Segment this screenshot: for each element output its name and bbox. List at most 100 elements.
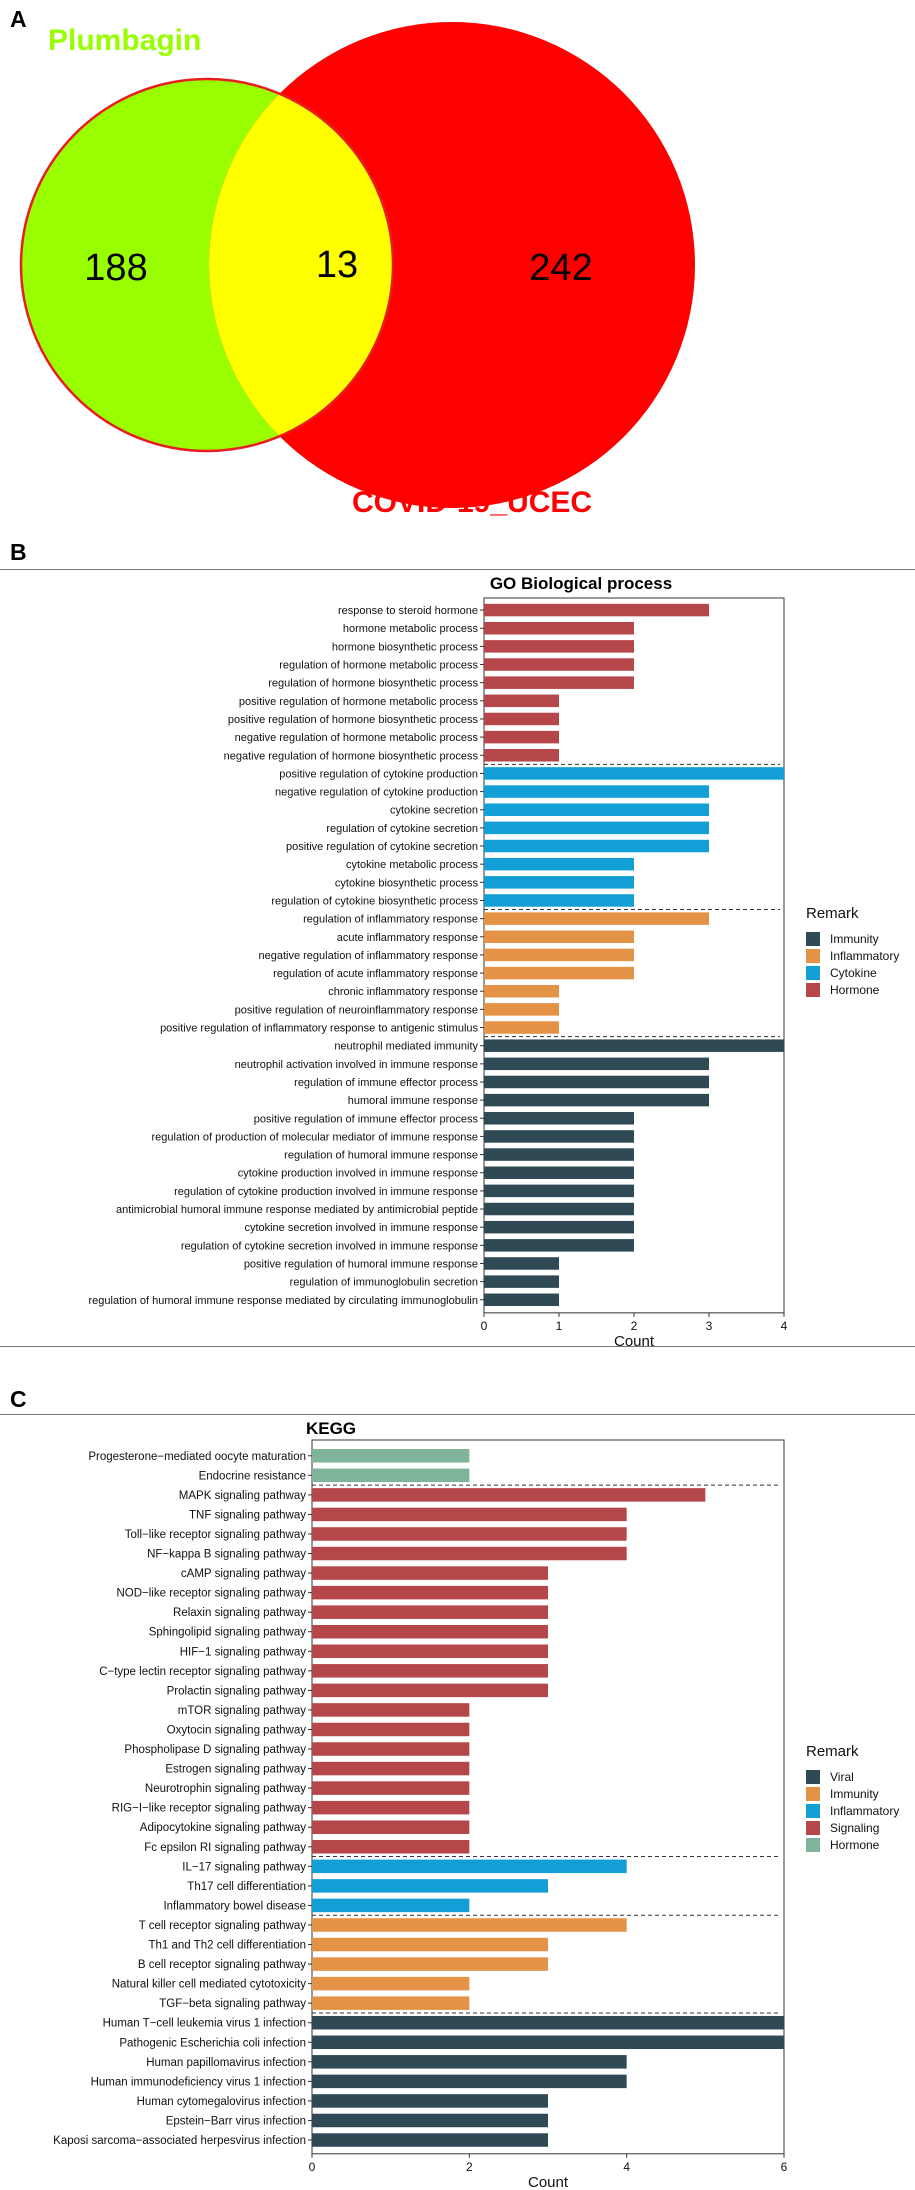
- bar: [312, 2035, 784, 2050]
- x-axis-label: Count: [614, 1333, 655, 1350]
- category-label: Relaxin signaling pathway: [173, 1607, 306, 1619]
- bar: [312, 2133, 548, 2147]
- bar: [484, 1239, 634, 1252]
- bar: [484, 1057, 709, 1071]
- bar: [484, 1148, 634, 1161]
- bar: [312, 1800, 470, 1815]
- legend-swatch: [806, 966, 820, 980]
- panel-a: A Plumbagin COVID-19_UCEC 188 13 242: [10, 6, 695, 519]
- bar: [312, 1898, 470, 1913]
- bar: [484, 658, 634, 671]
- bar: [312, 1664, 548, 1678]
- bar: [312, 1703, 470, 1717]
- bar: [312, 1879, 548, 1893]
- category-label: C−type lectin receptor signaling pathway: [99, 1666, 306, 1678]
- category-label: neutrophil activation involved in immune…: [235, 1059, 478, 1071]
- legend-swatch: [806, 949, 820, 963]
- bar: [484, 930, 634, 944]
- category-label: response to steroid hormone: [338, 605, 478, 617]
- category-label: humoral immune response: [348, 1095, 478, 1107]
- bar: [484, 1202, 634, 1216]
- bar: [312, 1820, 470, 1834]
- legend-swatch: [806, 983, 820, 997]
- bar: [484, 839, 709, 853]
- venn-count-intersection: 13: [316, 244, 358, 286]
- legend-swatch: [806, 1770, 820, 1784]
- category-label: T cell receptor signaling pathway: [139, 1920, 307, 1932]
- category-label: TNF signaling pathway: [189, 1509, 306, 1521]
- x-tick-label: 1: [556, 1319, 563, 1333]
- panel-c-label: C: [10, 1386, 27, 1412]
- bar: [484, 640, 634, 653]
- bar: [312, 1859, 627, 1874]
- bar: [484, 1093, 709, 1107]
- bar: [484, 1220, 634, 1234]
- bar: [484, 676, 634, 689]
- bar: [312, 2113, 548, 2128]
- bar: [484, 767, 784, 780]
- category-label: chronic inflammatory response: [328, 986, 478, 998]
- bar: [484, 730, 559, 744]
- x-tick-label: 2: [631, 1319, 638, 1333]
- category-label: regulation of cytokine production involv…: [174, 1186, 478, 1198]
- bar: [312, 1996, 470, 2010]
- bar: [484, 1293, 559, 1307]
- panel-a-label: A: [10, 6, 27, 32]
- bar: [312, 1937, 548, 1952]
- bar: [312, 1957, 548, 1971]
- legend-label: Inflammatory: [830, 1804, 899, 1818]
- category-label: neutrophil mediated immunity: [334, 1041, 478, 1053]
- venn-label-plumbagin: Plumbagin: [48, 24, 201, 57]
- x-tick-label: 0: [309, 2160, 316, 2174]
- category-label: positive regulation of cytokine secretio…: [286, 841, 478, 853]
- category-label: Toll−like receptor signaling pathway: [125, 1529, 306, 1541]
- category-label: regulation of immune effector process: [294, 1077, 478, 1089]
- bar: [312, 1449, 470, 1463]
- category-label: Prolactin signaling pathway: [167, 1685, 307, 1697]
- category-label: Natural killer cell mediated cytotoxicit…: [112, 1979, 307, 1991]
- kegg-chart-title: KEGG: [306, 1419, 356, 1438]
- bar: [484, 857, 634, 871]
- category-label: regulation of hormone metabolic process: [279, 660, 478, 672]
- category-label: negative regulation of inflammatory resp…: [258, 950, 478, 962]
- bar: [484, 984, 559, 998]
- bar: [312, 1683, 548, 1698]
- bar: [312, 1722, 470, 1737]
- legend-label: Inflammatory: [830, 949, 899, 963]
- category-label: regulation of immunoglobulin secretion: [290, 1277, 478, 1289]
- x-tick-label: 4: [623, 2160, 630, 2174]
- category-label: antimicrobial humoral immune response me…: [116, 1204, 478, 1216]
- bar: [484, 603, 709, 617]
- bar: [312, 1781, 470, 1795]
- bar: [312, 1761, 470, 1776]
- category-label: MAPK signaling pathway: [179, 1490, 306, 1502]
- category-label: hormone metabolic process: [343, 623, 479, 635]
- legend-swatch: [806, 932, 820, 946]
- category-label: Phospholipase D signaling pathway: [124, 1744, 306, 1756]
- x-tick-label: 6: [781, 2160, 788, 2174]
- category-label: positive regulation of immune effector p…: [254, 1113, 479, 1125]
- bar: [484, 1075, 709, 1089]
- bar: [484, 785, 709, 798]
- venn-count-covid: 242: [529, 247, 592, 289]
- bar: [484, 1166, 634, 1179]
- category-label: Progesterone−mediated oocyte maturation: [88, 1451, 306, 1463]
- bar: [484, 894, 634, 907]
- category-label: regulation of cytokine secretion involve…: [181, 1240, 478, 1252]
- category-label: Oxytocin signaling pathway: [167, 1724, 307, 1736]
- category-label: Human cytomegalovirus infection: [137, 2096, 306, 2108]
- category-label: regulation of production of molecular me…: [151, 1131, 478, 1143]
- legend-label: Immunity: [830, 932, 879, 946]
- category-label: cytokine metabolic process: [346, 859, 479, 871]
- legend-swatch: [806, 1821, 820, 1835]
- venn-label-covid: COVID-19_UCEC: [352, 486, 592, 519]
- bar: [484, 712, 559, 726]
- category-label: IL−17 signaling pathway: [182, 1861, 306, 1873]
- panel-b-label: B: [10, 539, 27, 565]
- bar: [484, 1039, 784, 1052]
- bar: [312, 1507, 627, 1522]
- category-label: B cell receptor signaling pathway: [138, 1959, 306, 1971]
- category-label: Endocrine resistance: [199, 1470, 306, 1482]
- x-tick-label: 4: [781, 1319, 788, 1333]
- legend-label: Hormone: [830, 1838, 880, 1852]
